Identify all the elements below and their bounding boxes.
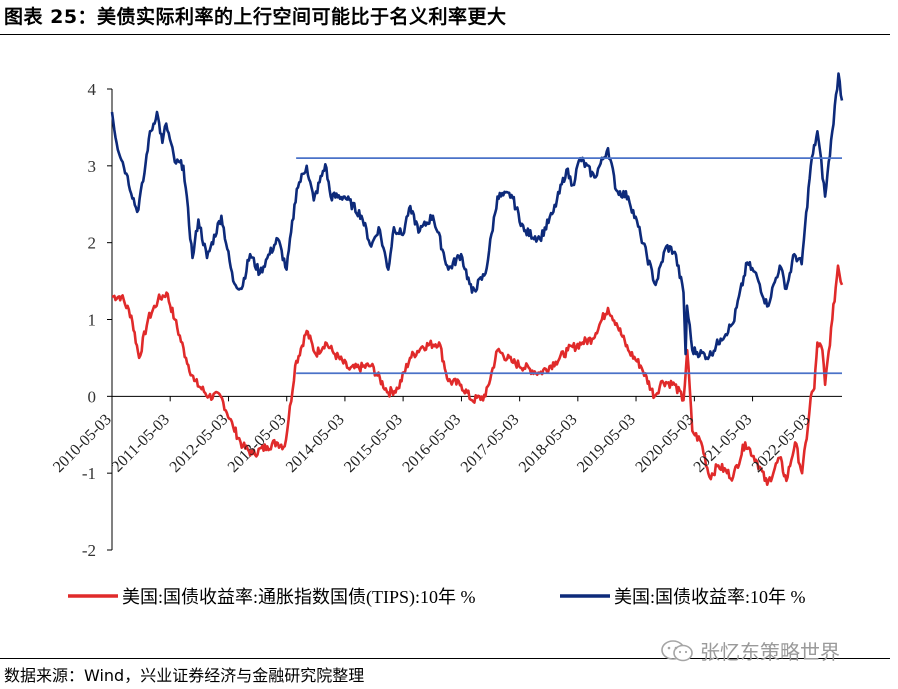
x-tick-label: 2016-05-03 (399, 411, 464, 476)
x-tick-label: 2017-05-03 (458, 411, 523, 476)
x-tick-label: 2013-05-03 (225, 411, 290, 476)
y-tick-label: 1 (88, 311, 97, 330)
x-tick-labels: 2010-05-032011-05-032012-05-032013-05-03… (50, 411, 814, 476)
legend-label: 美国:国债收益率:通胀指数国债(TIPS):10年 % (122, 587, 476, 608)
chart-legend: 美国:国债收益率:通胀指数国债(TIPS):10年 % 美国:国债收益率:10年 … (68, 587, 806, 608)
x-tick-label: 2018-05-03 (516, 411, 581, 476)
title-divider (0, 34, 890, 35)
watermark: 张忆东策略世界 (660, 636, 840, 665)
y-tick-labels: -2 -1 0 1 2 3 4 (82, 80, 97, 560)
y-tick-label: 0 (88, 387, 97, 406)
y-tick-label: -2 (82, 541, 96, 560)
y-tick-label: -1 (82, 464, 96, 483)
watermark-text: 张忆东策略世界 (700, 640, 840, 664)
y-tick-label: 2 (88, 234, 97, 253)
x-tick-label: 2012-05-03 (167, 411, 232, 476)
reference-lines (296, 157, 842, 375)
line-chart: 2010-05-032011-05-032012-05-032013-05-03… (50, 72, 844, 608)
legend-label: 美国:国债收益率:10年 % (614, 587, 806, 607)
chart-lines (110, 72, 844, 486)
x-tick-label: 2020-05-03 (632, 411, 697, 476)
page-title: 图表 25：美债实际利率的上行空间可能比于名义利率更大 (4, 6, 507, 28)
x-tick-label: 2015-05-03 (341, 411, 406, 476)
series-line-treasury-10y (110, 72, 844, 361)
y-tick-label: 4 (88, 80, 97, 99)
x-tick-label: 2019-05-03 (574, 411, 639, 476)
source-divider (0, 658, 890, 659)
wechat-icon (661, 639, 693, 661)
y-tick-label: 3 (88, 157, 97, 176)
x-tick-label: 2014-05-03 (283, 411, 348, 476)
source-note: 数据来源：Wind，兴业证券经济与金融研究院整理 (4, 666, 365, 685)
x-tick-label: 2011-05-03 (109, 411, 173, 475)
series-line-tips-10y (111, 264, 844, 486)
